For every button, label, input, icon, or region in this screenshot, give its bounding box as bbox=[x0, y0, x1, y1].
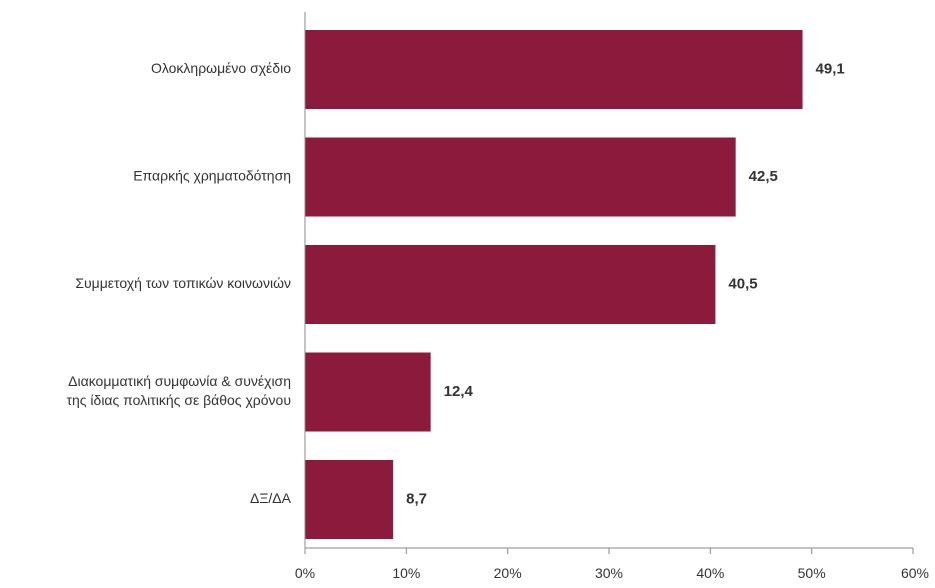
x-tick-label-0: 0% bbox=[295, 565, 315, 581]
category-label-1: Επαρκής χρηματοδότηση bbox=[133, 168, 291, 184]
x-tick-label-5: 50% bbox=[798, 565, 826, 581]
category-label-2-line-0: Συμμετοχή των τοπικών κοινωνιών bbox=[75, 275, 291, 291]
x-tick-label-6: 60% bbox=[901, 565, 929, 581]
category-label-1-line-0: Επαρκής χρηματοδότηση bbox=[133, 168, 291, 184]
value-label-3: 12,4 bbox=[444, 383, 474, 400]
value-label-2: 40,5 bbox=[728, 275, 757, 292]
x-tick-label-3: 30% bbox=[595, 565, 623, 581]
x-tick-label-4: 40% bbox=[696, 565, 724, 581]
bar-1 bbox=[305, 137, 736, 217]
category-label-3: Διακομματική συμφωνία & συνέχιση της ίδια… bbox=[66, 373, 291, 408]
value-label-1: 42,5 bbox=[749, 168, 778, 185]
x-ticks-group: 0% 10% 20% 30% 40% 50% 60% bbox=[295, 548, 929, 581]
category-label-4: ΔΞ/ΔΑ bbox=[250, 490, 292, 506]
category-label-3-line-0: Διακομματική συμφωνία & συνέχιση bbox=[68, 373, 291, 389]
category-label-4-line-0: ΔΞ/ΔΑ bbox=[250, 490, 292, 506]
value-label-4: 8,7 bbox=[406, 490, 427, 507]
x-tick-label-2: 20% bbox=[494, 565, 522, 581]
category-label-2: Συμμετοχή των τοπικών κοινωνιών bbox=[75, 275, 291, 291]
category-label-3-line-1: της ίδιας πολιτικής σε βάθος χρόνου bbox=[66, 392, 291, 408]
bar-0 bbox=[305, 30, 803, 109]
value-label-0: 49,1 bbox=[816, 60, 845, 77]
bar-4 bbox=[305, 460, 394, 539]
bars-group bbox=[305, 30, 803, 539]
category-labels-group: Ολοκληρωμένο σχέδιο Επαρκής χρηματοδότηση… bbox=[66, 60, 291, 506]
bar-2 bbox=[305, 245, 716, 324]
bar-3 bbox=[305, 352, 431, 432]
value-labels-group: 49,1 42,5 40,5 12,4 8,7 bbox=[406, 60, 845, 507]
x-tick-label-1: 10% bbox=[392, 565, 420, 581]
category-label-0-line-0: Ολοκληρωμένο σχέδιο bbox=[151, 60, 291, 76]
category-label-0: Ολοκληρωμένο σχέδιο bbox=[151, 60, 291, 76]
